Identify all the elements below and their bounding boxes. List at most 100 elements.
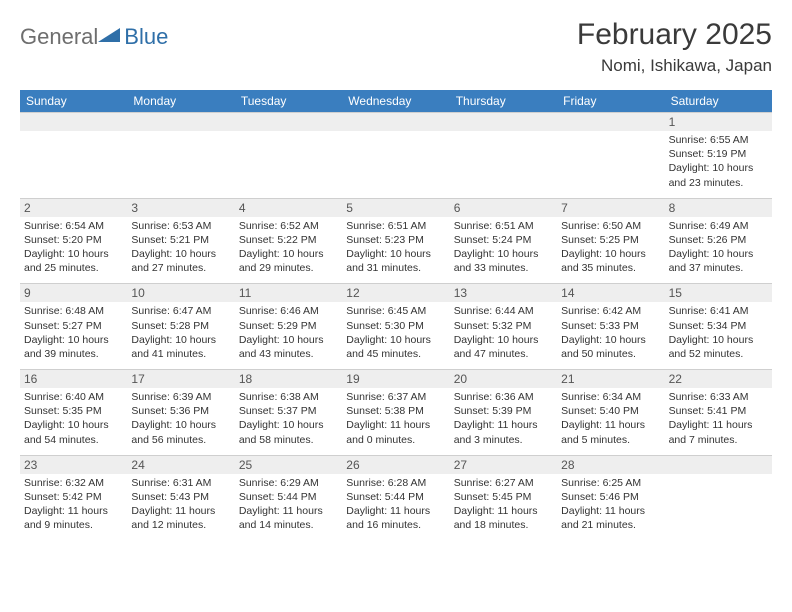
day-cell: 6Sunrise: 6:51 AMSunset: 5:24 PMDaylight… — [450, 199, 557, 284]
sunrise-text: Sunrise: 6:41 AM — [669, 304, 768, 318]
day-cell: 12Sunrise: 6:45 AMSunset: 5:30 PMDayligh… — [342, 284, 449, 369]
day-number-strip: 19 — [342, 370, 449, 388]
logo-triangle-icon — [98, 26, 120, 49]
day-number-strip: 26 — [342, 456, 449, 474]
day-number-strip: 12 — [342, 284, 449, 302]
sunrise-text: Sunrise: 6:28 AM — [346, 476, 445, 490]
sunset-text: Sunset: 5:25 PM — [561, 233, 660, 247]
blank-cell — [127, 113, 234, 198]
day-number-strip: 22 — [665, 370, 772, 388]
day-number-strip: 18 — [235, 370, 342, 388]
sunrise-text: Sunrise: 6:54 AM — [24, 219, 123, 233]
sunset-text: Sunset: 5:32 PM — [454, 319, 553, 333]
location: Nomi, Ishikawa, Japan — [577, 56, 772, 76]
day-cell: 23Sunrise: 6:32 AMSunset: 5:42 PMDayligh… — [20, 456, 127, 541]
sunset-text: Sunset: 5:44 PM — [346, 490, 445, 504]
day-number: 15 — [669, 286, 768, 300]
day-number-strip: 27 — [450, 456, 557, 474]
day-cell: 9Sunrise: 6:48 AMSunset: 5:27 PMDaylight… — [20, 284, 127, 369]
title-block: February 2025 Nomi, Ishikawa, Japan — [577, 18, 772, 76]
day-number-strip: 16 — [20, 370, 127, 388]
daylight-text: Daylight: 10 hours and 29 minutes. — [239, 247, 338, 275]
day-cell: 25Sunrise: 6:29 AMSunset: 5:44 PMDayligh… — [235, 456, 342, 541]
day-cell: 21Sunrise: 6:34 AMSunset: 5:40 PMDayligh… — [557, 370, 664, 455]
day-cell: 2 Sunrise: 6:54 AMSunset: 5:20 PMDaylight… — [20, 199, 127, 284]
day-number: 4 — [239, 201, 338, 215]
day-cell: 14Sunrise: 6:42 AMSunset: 5:33 PMDayligh… — [557, 284, 664, 369]
sunrise-text: Sunrise: 6:51 AM — [346, 219, 445, 233]
daylight-text: Daylight: 11 hours and 16 minutes. — [346, 504, 445, 532]
daylight-text: Daylight: 11 hours and 0 minutes. — [346, 418, 445, 446]
daylight-text: Daylight: 11 hours and 3 minutes. — [454, 418, 553, 446]
sunrise-text: Sunrise: 6:39 AM — [131, 390, 230, 404]
day-number-strip: 11 — [235, 284, 342, 302]
daylight-text: Daylight: 11 hours and 12 minutes. — [131, 504, 230, 532]
day-number-strip: 20 — [450, 370, 557, 388]
weekday-header: Wednesday — [342, 90, 449, 112]
daylight-text: Daylight: 10 hours and 27 minutes. — [131, 247, 230, 275]
day-cell: 1Sunrise: 6:55 AMSunset: 5:19 PMDaylight… — [665, 113, 772, 198]
sunrise-text: Sunrise: 6:29 AM — [239, 476, 338, 490]
sunset-text: Sunset: 5:30 PM — [346, 319, 445, 333]
day-number: 16 — [24, 372, 123, 386]
day-cell: 7Sunrise: 6:50 AMSunset: 5:25 PMDaylight… — [557, 199, 664, 284]
sunrise-text: Sunrise: 6:44 AM — [454, 304, 553, 318]
day-number-strip: 25 — [235, 456, 342, 474]
day-cell: 28Sunrise: 6:25 AMSunset: 5:46 PMDayligh… — [557, 456, 664, 541]
sunrise-text: Sunrise: 6:38 AM — [239, 390, 338, 404]
day-cell: 19Sunrise: 6:37 AMSunset: 5:38 PMDayligh… — [342, 370, 449, 455]
sunset-text: Sunset: 5:41 PM — [669, 404, 768, 418]
day-cell: 11Sunrise: 6:46 AMSunset: 5:29 PMDayligh… — [235, 284, 342, 369]
day-number: 20 — [454, 372, 553, 386]
daylight-text: Daylight: 11 hours and 21 minutes. — [561, 504, 660, 532]
day-cell: 24Sunrise: 6:31 AMSunset: 5:43 PMDayligh… — [127, 456, 234, 541]
weekday-header: Monday — [127, 90, 234, 112]
sunset-text: Sunset: 5:24 PM — [454, 233, 553, 247]
sunrise-text: Sunrise: 6:33 AM — [669, 390, 768, 404]
sunrise-text: Sunrise: 6:32 AM — [24, 476, 123, 490]
sunset-text: Sunset: 5:38 PM — [346, 404, 445, 418]
sunrise-text: Sunrise: 6:42 AM — [561, 304, 660, 318]
week-row: 23Sunrise: 6:32 AMSunset: 5:42 PMDayligh… — [20, 455, 772, 541]
sunset-text: Sunset: 5:27 PM — [24, 319, 123, 333]
day-number-strip — [235, 113, 342, 131]
sunrise-text: Sunrise: 6:25 AM — [561, 476, 660, 490]
weekday-header: Tuesday — [235, 90, 342, 112]
day-cell: 13Sunrise: 6:44 AMSunset: 5:32 PMDayligh… — [450, 284, 557, 369]
sunset-text: Sunset: 5:35 PM — [24, 404, 123, 418]
daylight-text: Daylight: 10 hours and 58 minutes. — [239, 418, 338, 446]
sunrise-text: Sunrise: 6:53 AM — [131, 219, 230, 233]
blank-cell — [342, 113, 449, 198]
day-number: 24 — [131, 458, 230, 472]
sunrise-text: Sunrise: 6:34 AM — [561, 390, 660, 404]
day-number: 2 — [24, 201, 123, 215]
weekday-header: Sunday — [20, 90, 127, 112]
day-number: 7 — [561, 201, 660, 215]
weekday-header: Friday — [557, 90, 664, 112]
week-row: 16Sunrise: 6:40 AMSunset: 5:35 PMDayligh… — [20, 369, 772, 455]
day-cell: 5Sunrise: 6:51 AMSunset: 5:23 PMDaylight… — [342, 199, 449, 284]
day-number-strip — [342, 113, 449, 131]
day-cell: 3Sunrise: 6:53 AMSunset: 5:21 PMDaylight… — [127, 199, 234, 284]
sunset-text: Sunset: 5:20 PM — [24, 233, 123, 247]
day-number-strip — [20, 113, 127, 131]
daylight-text: Daylight: 10 hours and 25 minutes. — [24, 247, 123, 275]
day-cell: 22Sunrise: 6:33 AMSunset: 5:41 PMDayligh… — [665, 370, 772, 455]
day-number: 8 — [669, 201, 768, 215]
day-number-strip: 17 — [127, 370, 234, 388]
day-number: 13 — [454, 286, 553, 300]
day-number-strip: 1 — [665, 113, 772, 131]
sunrise-text: Sunrise: 6:27 AM — [454, 476, 553, 490]
day-cell: 20Sunrise: 6:36 AMSunset: 5:39 PMDayligh… — [450, 370, 557, 455]
day-number-strip: 15 — [665, 284, 772, 302]
sunrise-text: Sunrise: 6:46 AM — [239, 304, 338, 318]
daylight-text: Daylight: 11 hours and 9 minutes. — [24, 504, 123, 532]
logo-text-general: General — [20, 24, 98, 50]
day-number: 22 — [669, 372, 768, 386]
day-cell: 8Sunrise: 6:49 AMSunset: 5:26 PMDaylight… — [665, 199, 772, 284]
sunrise-text: Sunrise: 6:50 AM — [561, 219, 660, 233]
sunset-text: Sunset: 5:34 PM — [669, 319, 768, 333]
sunset-text: Sunset: 5:22 PM — [239, 233, 338, 247]
daylight-text: Daylight: 10 hours and 54 minutes. — [24, 418, 123, 446]
day-number: 25 — [239, 458, 338, 472]
